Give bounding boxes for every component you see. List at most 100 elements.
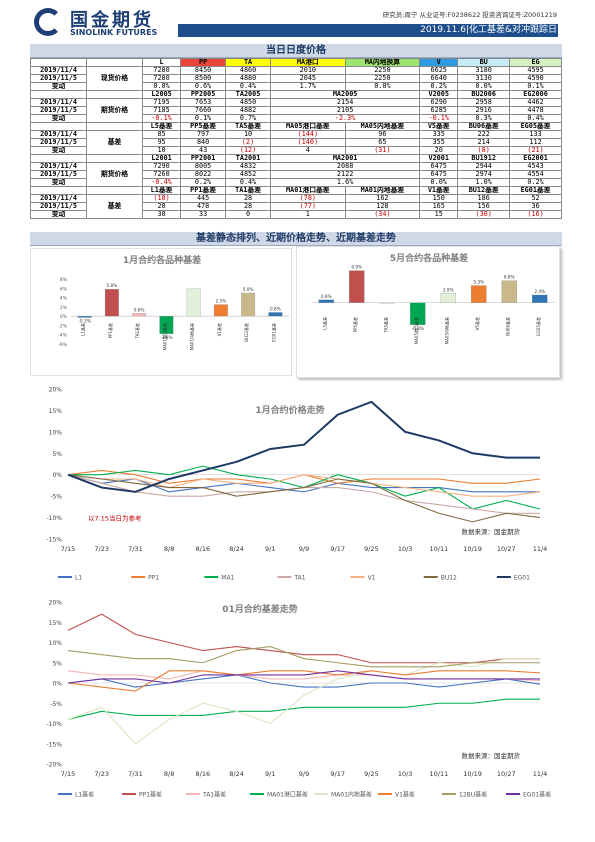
- table-cell: 6640: [419, 74, 459, 83]
- data-label: 2.9%: [443, 287, 454, 292]
- data-label: 6.8%: [504, 275, 515, 280]
- table-cell: 445: [180, 194, 227, 203]
- table-header-cell: MA05内地基差: [344, 122, 421, 131]
- legend-label: BU12: [441, 575, 457, 582]
- table-cell: 36: [509, 202, 562, 211]
- x-tick-label: BU06基差: [504, 317, 510, 336]
- table-cell: 8450: [180, 66, 227, 75]
- table-cell: 335: [419, 130, 459, 139]
- table-header-cell: MA内地换算: [344, 58, 421, 67]
- table-cell: 6475: [419, 162, 459, 171]
- table-cell: (10): [141, 194, 182, 203]
- table-header-cell: PP5基差: [180, 122, 227, 131]
- x-tick-label: L5基差: [321, 317, 327, 330]
- y-tick-label: 15%: [49, 620, 63, 627]
- legend-label: EG01基差: [523, 791, 551, 799]
- table-cell: 20: [141, 202, 182, 211]
- table-cell: 0.3%: [457, 114, 511, 123]
- x-tick-label: 8/16: [196, 545, 211, 553]
- company-logo: 国金期货 SINOLINK FUTURES: [30, 6, 180, 40]
- y-tick-label: 10%: [49, 640, 63, 647]
- table-cell: 133: [509, 130, 562, 139]
- y-tick-label: -4%: [58, 333, 67, 339]
- table-row: 变动 -0.4% 0.2% 0.4% 1.6% 0.0% 1.0% 0.2%: [30, 178, 562, 187]
- table-cell: 214: [457, 138, 511, 147]
- row-date: 变动: [30, 114, 87, 123]
- table-corner-cell: [86, 186, 143, 195]
- data-label: 2.5%: [216, 299, 227, 304]
- table-header-row: L5基差 PP5基差 TA5基差 MA05港口基差 MA05内地基差 V5基差 BU06基差…: [30, 122, 562, 131]
- table-header-cell: MA港口: [270, 58, 346, 67]
- x-tick-label: MA05内地基差: [443, 317, 449, 344]
- table-cell: 4852: [225, 170, 272, 179]
- table-cell: -2.3%: [270, 114, 421, 123]
- y-tick-label: -2%: [58, 323, 67, 329]
- table-cell: 4543: [509, 162, 562, 171]
- row-date: 2019/11/5: [30, 138, 87, 147]
- y-tick-label: -15%: [46, 537, 62, 544]
- x-tick-label: 9/1: [265, 770, 275, 778]
- table-row: 2019/11/4 期货价格 7195 7653 4850 2154 6290 2958 446…: [30, 98, 562, 123]
- table-cell: 0.4%: [509, 114, 562, 123]
- row-date: 变动: [30, 210, 87, 219]
- table-header-cell: TA5基差: [225, 122, 272, 131]
- legend-label: L1: [75, 575, 82, 582]
- x-tick-label: 10/27: [497, 545, 516, 553]
- table-cell: (30): [457, 210, 511, 219]
- x-tick-label: 10/19: [463, 770, 482, 778]
- table-cell: -0.1%: [419, 114, 459, 123]
- table-cell: 0.4%: [225, 178, 272, 187]
- table-cell: 7290: [141, 162, 182, 171]
- y-tick-label: 20%: [49, 600, 63, 607]
- bar: [268, 312, 283, 317]
- table-cell: 2010: [270, 66, 346, 75]
- x-tick-label: 9/9: [299, 770, 309, 778]
- data-label: 5.0%: [243, 287, 254, 292]
- table-header-cell: EG05基差: [509, 122, 562, 131]
- table-header-cell: L: [141, 58, 182, 67]
- table-cell: 15: [419, 210, 459, 219]
- table-cell: 0.2%: [509, 178, 562, 187]
- table-corner-cell: [30, 58, 87, 67]
- x-tick-label: BU12基差: [243, 323, 249, 342]
- x-tick-label: PP1基差: [107, 323, 113, 338]
- logo-circle-icon: [34, 8, 62, 36]
- x-tick-label: V1基差: [216, 323, 222, 336]
- table-header-row: L1基差 PP1基差 TA1基差 MA01港口基差 MA01内地基差 V1基差 BU12基差…: [30, 186, 562, 195]
- table-cell: 0.2%: [180, 178, 227, 187]
- x-tick-label: 7/23: [94, 545, 109, 553]
- x-tick-label: 7/23: [94, 770, 109, 778]
- y-tick-label: 5%: [52, 451, 62, 458]
- table-header-cell: TA2001: [225, 154, 272, 163]
- series-line: [67, 613, 540, 664]
- table-cell: 6475: [419, 170, 459, 179]
- table-header-cell: L5基差: [141, 122, 182, 131]
- y-tick-label: -6%: [58, 342, 67, 348]
- x-tick-label: MA01港口基差: [161, 323, 167, 350]
- series-line: [67, 698, 540, 720]
- table-corner-cell: [30, 90, 87, 99]
- table-row: 2019/11/5 7185 7660 4882 2105 6285 2916 4478: [30, 106, 562, 115]
- table-cell: 4850: [225, 98, 272, 107]
- table-row: 2019/11/4 基差 (10) 445 28 (78) 162 150 186 52: [30, 194, 562, 219]
- bar: [213, 304, 228, 317]
- table-cell: 2105: [270, 106, 421, 115]
- header-bar: [178, 24, 558, 37]
- table-header-cell: L2001: [141, 154, 182, 163]
- bar: [501, 280, 518, 303]
- table-cell: 840: [180, 138, 227, 147]
- row-group-label: 基差: [86, 194, 143, 219]
- table-cell: 2045: [270, 74, 346, 83]
- table-row: 变动 30 33 0 1 (34) 15 (30) (16): [30, 210, 562, 219]
- table-header-cell: EG01基差: [509, 186, 562, 195]
- table-cell: 0: [225, 210, 272, 219]
- y-tick-label: 0%: [52, 472, 62, 479]
- table-row: 2019/11/5 7260 8022 4852 2122 6475 2974 4554: [30, 170, 562, 179]
- x-tick-label: 10/27: [497, 770, 516, 778]
- table-cell: 8005: [180, 162, 227, 171]
- x-tick-label: 10/11: [429, 770, 448, 778]
- table-cell: 4462: [509, 98, 562, 107]
- y-tick-label: 6%: [60, 286, 68, 292]
- table-cell: 0.0%: [141, 82, 182, 91]
- table-cell: 4478: [509, 106, 562, 115]
